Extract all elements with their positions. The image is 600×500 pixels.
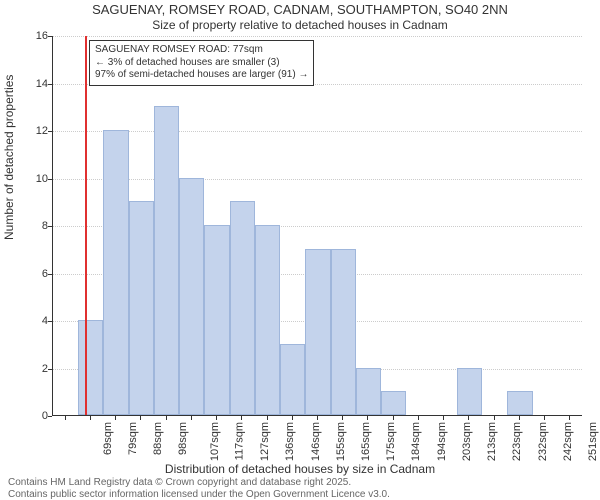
reference-line xyxy=(85,36,87,415)
x-tick-label: 242sqm xyxy=(562,422,574,461)
x-tick-mark xyxy=(443,416,444,420)
x-tick-mark xyxy=(292,416,293,420)
x-tick-label: 203sqm xyxy=(461,422,473,461)
gridline xyxy=(53,36,582,37)
y-tick-label: 2 xyxy=(30,363,48,375)
x-tick-mark xyxy=(342,416,343,420)
annotation-line-3: 97% of semi-detached houses are larger (… xyxy=(95,69,308,82)
x-tick-mark xyxy=(367,416,368,420)
y-tick-mark xyxy=(48,131,52,132)
histogram-bar xyxy=(381,391,406,415)
x-tick-label: 223sqm xyxy=(512,422,524,461)
x-tick-label: 146sqm xyxy=(310,422,322,461)
histogram-bar xyxy=(129,201,154,415)
histogram-bar xyxy=(255,225,280,415)
x-tick-mark xyxy=(519,416,520,420)
x-tick-mark xyxy=(115,416,116,420)
histogram-bar xyxy=(507,391,532,415)
chart-title: SAGUENAY, ROMSEY ROAD, CADNAM, SOUTHAMPT… xyxy=(0,2,600,17)
histogram-bar xyxy=(331,249,356,415)
histogram-bar xyxy=(103,130,128,415)
x-tick-mark xyxy=(90,416,91,420)
y-tick-mark xyxy=(48,179,52,180)
x-tick-mark xyxy=(494,416,495,420)
x-tick-label: 107sqm xyxy=(209,422,221,461)
footer-line-2: Contains public sector information licen… xyxy=(8,489,592,500)
x-tick-label: 184sqm xyxy=(411,422,423,461)
x-tick-label: 88sqm xyxy=(152,422,164,455)
x-tick-label: 98sqm xyxy=(177,422,189,455)
y-tick-label: 10 xyxy=(30,173,48,185)
y-tick-label: 8 xyxy=(30,220,48,232)
x-tick-mark xyxy=(468,416,469,420)
histogram-bar xyxy=(179,178,204,416)
annotation-line-2: ← 3% of detached houses are smaller (3) xyxy=(95,57,308,70)
x-tick-mark xyxy=(191,416,192,420)
x-tick-label: 232sqm xyxy=(537,422,549,461)
x-tick-mark xyxy=(65,416,66,420)
annotation-line-1: SAGUENAY ROMSEY ROAD: 77sqm xyxy=(95,44,308,57)
x-tick-mark xyxy=(569,416,570,420)
histogram-bar xyxy=(305,249,330,415)
histogram-bar xyxy=(78,320,103,415)
x-tick-label: 69sqm xyxy=(102,422,114,455)
y-tick-mark xyxy=(48,369,52,370)
histogram-bar xyxy=(356,368,381,416)
x-axis-label: Distribution of detached houses by size … xyxy=(0,462,600,476)
x-tick-label: 165sqm xyxy=(360,422,372,461)
histogram-bar xyxy=(230,201,255,415)
x-tick-label: 213sqm xyxy=(486,422,498,461)
y-axis-label: Number of detached properties xyxy=(2,75,16,240)
y-tick-mark xyxy=(48,321,52,322)
y-tick-mark xyxy=(48,36,52,37)
y-tick-label: 14 xyxy=(30,78,48,90)
y-tick-mark xyxy=(48,274,52,275)
x-tick-label: 117sqm xyxy=(233,422,245,460)
y-tick-label: 16 xyxy=(30,30,48,42)
histogram-bar xyxy=(280,344,305,415)
footer-attribution: Contains HM Land Registry data © Crown c… xyxy=(8,477,592,500)
plot-area: SAGUENAY ROMSEY ROAD: 77sqm ← 3% of deta… xyxy=(52,36,582,416)
y-tick-mark xyxy=(48,226,52,227)
x-tick-mark xyxy=(393,416,394,420)
y-tick-mark xyxy=(48,84,52,85)
annotation-box: SAGUENAY ROMSEY ROAD: 77sqm ← 3% of deta… xyxy=(89,40,314,86)
y-tick-label: 12 xyxy=(30,125,48,137)
histogram-bar xyxy=(457,368,482,416)
x-tick-label: 127sqm xyxy=(259,422,271,461)
x-tick-label: 79sqm xyxy=(127,422,139,455)
gridline xyxy=(53,131,582,132)
x-tick-mark xyxy=(544,416,545,420)
x-tick-mark xyxy=(140,416,141,420)
x-tick-label: 251sqm xyxy=(587,422,599,461)
x-tick-mark xyxy=(418,416,419,420)
x-tick-label: 155sqm xyxy=(335,422,347,461)
y-tick-label: 0 xyxy=(30,410,48,422)
chart-subtitle: Size of property relative to detached ho… xyxy=(0,18,600,32)
histogram-bar xyxy=(204,225,229,415)
histogram-bar xyxy=(154,106,179,415)
y-tick-label: 4 xyxy=(30,315,48,327)
y-tick-label: 6 xyxy=(30,268,48,280)
footer-line-1: Contains HM Land Registry data © Crown c… xyxy=(8,477,592,489)
x-tick-label: 175sqm xyxy=(385,422,397,461)
x-tick-label: 136sqm xyxy=(284,422,296,461)
x-tick-mark xyxy=(241,416,242,420)
x-tick-mark xyxy=(317,416,318,420)
x-tick-mark xyxy=(216,416,217,420)
x-tick-mark xyxy=(166,416,167,420)
gridline xyxy=(53,179,582,180)
x-tick-mark xyxy=(267,416,268,420)
x-tick-label: 194sqm xyxy=(436,422,448,461)
y-tick-mark xyxy=(48,416,52,417)
